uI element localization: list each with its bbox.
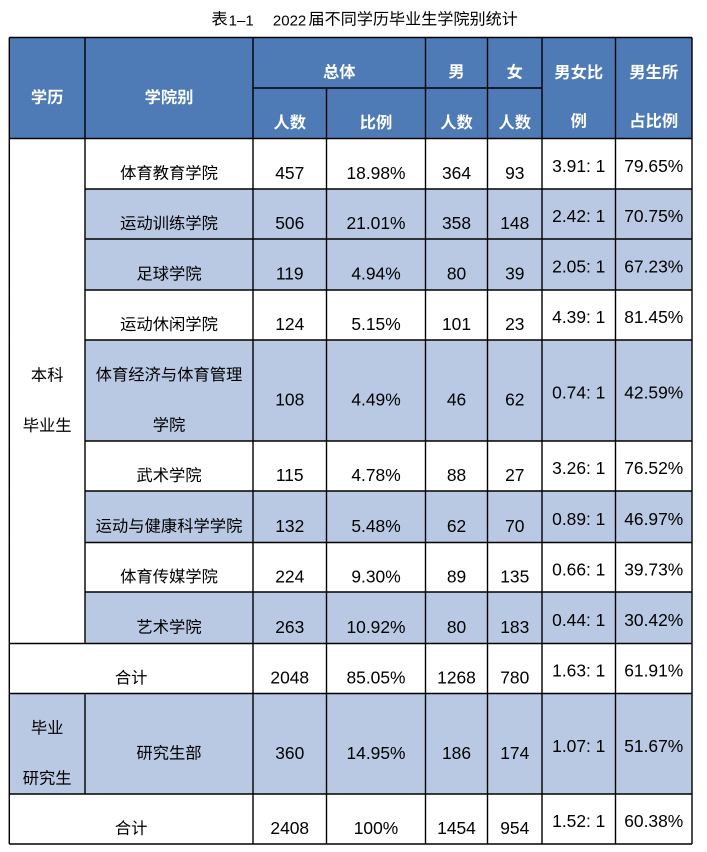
svg-text:2.05: 1: 2.05: 1 [552, 257, 605, 277]
svg-text:27: 27 [505, 465, 524, 485]
svg-text:80: 80 [447, 264, 466, 284]
svg-text:0.66: 1: 0.66: 1 [552, 559, 605, 579]
svg-text:1.63: 1: 1.63: 1 [552, 661, 605, 681]
svg-text:46: 46 [447, 390, 466, 410]
svg-text:85.05%: 85.05% [347, 668, 406, 688]
svg-text:5.15%: 5.15% [351, 314, 400, 334]
svg-text:4.94%: 4.94% [351, 264, 400, 284]
svg-text:62: 62 [447, 516, 466, 536]
svg-text:14.95%: 14.95% [347, 743, 406, 763]
svg-text:39.73%: 39.73% [624, 559, 683, 579]
svg-text:174: 174 [500, 743, 529, 763]
svg-text:23: 23 [505, 314, 524, 334]
svg-text:46.97%: 46.97% [624, 509, 683, 529]
svg-text:364: 364 [442, 163, 471, 183]
svg-text:108: 108 [275, 390, 304, 410]
svg-text:3.91: 1: 3.91: 1 [552, 156, 605, 176]
svg-text:954: 954 [500, 818, 529, 838]
svg-text:67.23%: 67.23% [624, 257, 683, 277]
svg-text:61.91%: 61.91% [624, 661, 683, 681]
svg-text:4.39: 1: 4.39: 1 [552, 307, 605, 327]
svg-text:10.92%: 10.92% [347, 617, 406, 637]
svg-text:224: 224 [275, 566, 304, 586]
svg-text:4.78%: 4.78% [351, 465, 400, 485]
svg-text:79.65%: 79.65% [624, 156, 683, 176]
svg-text:148: 148 [500, 213, 529, 233]
svg-text:100%: 100% [354, 818, 398, 838]
svg-text:88: 88 [447, 465, 466, 485]
svg-text:2048: 2048 [270, 668, 309, 688]
svg-text:186: 186 [442, 743, 471, 763]
svg-text:0.89: 1: 0.89: 1 [552, 509, 605, 529]
svg-text:124: 124 [275, 314, 304, 334]
svg-text:1.07: 1: 1.07: 1 [552, 736, 605, 756]
svg-text:1454: 1454 [437, 818, 476, 838]
svg-text:1–1: 1–1 [229, 12, 254, 29]
svg-text:132: 132 [275, 516, 304, 536]
svg-text:263: 263 [275, 617, 304, 637]
svg-text:70: 70 [505, 516, 524, 536]
svg-text:358: 358 [442, 213, 471, 233]
svg-text:1.52: 1: 1.52: 1 [552, 811, 605, 831]
svg-text:60.38%: 60.38% [624, 811, 683, 831]
svg-text:2.42: 1: 2.42: 1 [552, 206, 605, 226]
svg-text:2408: 2408 [270, 818, 309, 838]
svg-text:62: 62 [505, 390, 524, 410]
svg-text:0.74: 1: 0.74: 1 [552, 383, 605, 403]
svg-text:80: 80 [447, 617, 466, 637]
svg-text:42.59%: 42.59% [624, 383, 683, 403]
svg-text:9.30%: 9.30% [351, 566, 400, 586]
svg-text:70.75%: 70.75% [624, 206, 683, 226]
svg-text:5.48%: 5.48% [351, 516, 400, 536]
svg-text:506: 506 [275, 213, 304, 233]
svg-text:51.67%: 51.67% [624, 736, 683, 756]
svg-text:93: 93 [505, 163, 524, 183]
svg-text:457: 457 [275, 163, 304, 183]
svg-text:115: 115 [276, 465, 304, 485]
svg-text:780: 780 [500, 668, 529, 688]
svg-text:3.26: 1: 3.26: 1 [552, 458, 605, 478]
svg-text:2022: 2022 [273, 12, 306, 29]
svg-text:1268: 1268 [437, 668, 476, 688]
svg-text:39: 39 [505, 264, 524, 284]
svg-text:81.45%: 81.45% [624, 307, 683, 327]
svg-text:101: 101 [442, 314, 471, 334]
svg-text:0.44: 1: 0.44: 1 [552, 610, 605, 630]
svg-text:183: 183 [500, 617, 529, 637]
svg-text:76.52%: 76.52% [624, 458, 683, 478]
svg-text:30.42%: 30.42% [624, 610, 683, 630]
svg-text:4.49%: 4.49% [351, 390, 400, 410]
svg-text:135: 135 [500, 566, 529, 586]
svg-text:21.01%: 21.01% [347, 213, 406, 233]
svg-text:89: 89 [447, 566, 466, 586]
svg-text:360: 360 [275, 743, 304, 763]
svg-text:119: 119 [276, 264, 304, 284]
svg-text:18.98%: 18.98% [347, 163, 406, 183]
